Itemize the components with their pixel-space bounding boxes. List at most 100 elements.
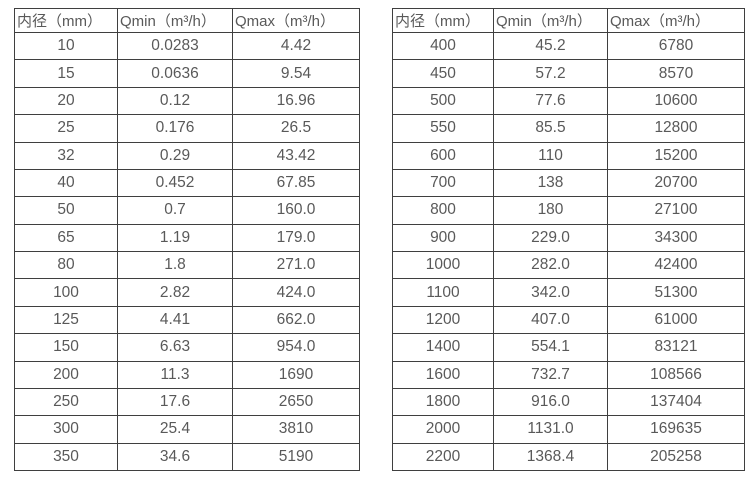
flow-table-small-diameters: 内径（mm） Qmin（m³/h） Qmax（m³/h） 10 0.0283 4.42 15… <box>14 8 360 472</box>
data-cell: 1200 <box>392 305 494 335</box>
table-row: 40 0.452 67.85 <box>14 168 360 198</box>
table-row: 1100 342.0 51300 <box>392 278 745 307</box>
header-cell: Qmin（m³/h） <box>117 8 233 33</box>
data-cell: 2.82 <box>117 278 233 307</box>
data-cell: 271.0 <box>232 250 360 280</box>
data-cell: 407.0 <box>493 305 608 335</box>
data-cell: 45.2 <box>493 31 608 61</box>
header-row: 内径（mm） Qmin（m³/h） Qmax（m³/h） <box>392 8 745 33</box>
data-cell: 40 <box>14 168 118 198</box>
table-row: 125 4.41 662.0 <box>14 305 360 335</box>
data-cell: 1131.0 <box>493 415 608 444</box>
table-row: 450 57.2 8570 <box>392 59 745 88</box>
table-row: 1400 554.1 83121 <box>392 333 745 362</box>
data-cell: 83121 <box>607 333 745 362</box>
data-cell: 800 <box>392 196 494 225</box>
data-cell: 1690 <box>232 360 360 389</box>
data-cell: 65 <box>14 223 118 253</box>
data-cell: 43.42 <box>232 141 360 170</box>
table-row: 32 0.29 43.42 <box>14 141 360 170</box>
table-row: 350 34.6 5190 <box>14 442 360 472</box>
data-cell: 1400 <box>392 333 494 362</box>
data-cell: 350 <box>14 442 118 472</box>
data-cell: 20 <box>14 86 118 116</box>
data-cell: 4.42 <box>232 31 360 61</box>
data-cell: 2650 <box>232 387 360 417</box>
data-cell: 137404 <box>607 387 745 417</box>
data-cell: 110 <box>493 141 608 170</box>
data-cell: 250 <box>14 387 118 417</box>
table-row: 500 77.6 10600 <box>392 86 745 116</box>
data-cell: 424.0 <box>232 278 360 307</box>
table-row: 600 110 15200 <box>392 141 745 170</box>
data-cell: 17.6 <box>117 387 233 417</box>
data-cell: 57.2 <box>493 59 608 88</box>
data-cell: 200 <box>14 360 118 389</box>
data-cell: 15 <box>14 59 118 88</box>
data-cell: 732.7 <box>493 360 608 389</box>
table-row: 2000 1131.0 169635 <box>392 415 745 444</box>
data-cell: 550 <box>392 114 494 143</box>
header-cell: Qmin（m³/h） <box>493 8 608 33</box>
data-cell: 3810 <box>232 415 360 444</box>
table-row: 150 6.63 954.0 <box>14 333 360 362</box>
data-cell: 34300 <box>607 223 745 253</box>
table-row: 65 1.19 179.0 <box>14 223 360 253</box>
table-row: 250 17.6 2650 <box>14 387 360 417</box>
data-cell: 205258 <box>607 442 745 472</box>
data-cell: 900 <box>392 223 494 253</box>
data-cell: 0.0636 <box>117 59 233 88</box>
data-cell: 1100 <box>392 278 494 307</box>
table-row: 1800 916.0 137404 <box>392 387 745 417</box>
data-cell: 0.176 <box>117 114 233 143</box>
table-row: 10 0.0283 4.42 <box>14 31 360 61</box>
data-cell: 34.6 <box>117 442 233 472</box>
data-cell: 42400 <box>607 250 745 280</box>
table-row: 400 45.2 6780 <box>392 31 745 61</box>
data-cell: 450 <box>392 59 494 88</box>
data-cell: 150 <box>14 333 118 362</box>
header-cell: Qmax（m³/h） <box>232 8 360 33</box>
data-cell: 125 <box>14 305 118 335</box>
data-cell: 77.6 <box>493 86 608 116</box>
data-cell: 80 <box>14 250 118 280</box>
data-cell: 179.0 <box>232 223 360 253</box>
data-cell: 916.0 <box>493 387 608 417</box>
data-cell: 1000 <box>392 250 494 280</box>
data-cell: 100 <box>14 278 118 307</box>
data-cell: 11.3 <box>117 360 233 389</box>
data-cell: 0.7 <box>117 196 233 225</box>
data-cell: 400 <box>392 31 494 61</box>
data-cell: 1368.4 <box>493 442 608 472</box>
data-cell: 1.19 <box>117 223 233 253</box>
flow-table-large-diameters: 内径（mm） Qmin（m³/h） Qmax（m³/h） 400 45.2 6780 450… <box>392 8 745 472</box>
data-cell: 61000 <box>607 305 745 335</box>
data-cell: 700 <box>392 168 494 198</box>
data-cell: 169635 <box>607 415 745 444</box>
data-cell: 300 <box>14 415 118 444</box>
data-cell: 10 <box>14 31 118 61</box>
data-cell: 554.1 <box>493 333 608 362</box>
data-cell: 1600 <box>392 360 494 389</box>
data-cell: 0.452 <box>117 168 233 198</box>
data-cell: 5190 <box>232 442 360 472</box>
table-row: 800 180 27100 <box>392 196 745 225</box>
table-row: 20 0.12 16.96 <box>14 86 360 116</box>
data-cell: 0.12 <box>117 86 233 116</box>
data-cell: 16.96 <box>232 86 360 116</box>
table-row: 900 229.0 34300 <box>392 223 745 253</box>
table-row: 700 138 20700 <box>392 168 745 198</box>
table-row: 1600 732.7 108566 <box>392 360 745 389</box>
data-cell: 25.4 <box>117 415 233 444</box>
table-row: 100 2.82 424.0 <box>14 278 360 307</box>
data-cell: 20700 <box>607 168 745 198</box>
data-cell: 1800 <box>392 387 494 417</box>
data-cell: 8570 <box>607 59 745 88</box>
data-cell: 15200 <box>607 141 745 170</box>
data-cell: 12800 <box>607 114 745 143</box>
table-row: 15 0.0636 9.54 <box>14 59 360 88</box>
data-cell: 27100 <box>607 196 745 225</box>
data-cell: 1.8 <box>117 250 233 280</box>
data-cell: 954.0 <box>232 333 360 362</box>
